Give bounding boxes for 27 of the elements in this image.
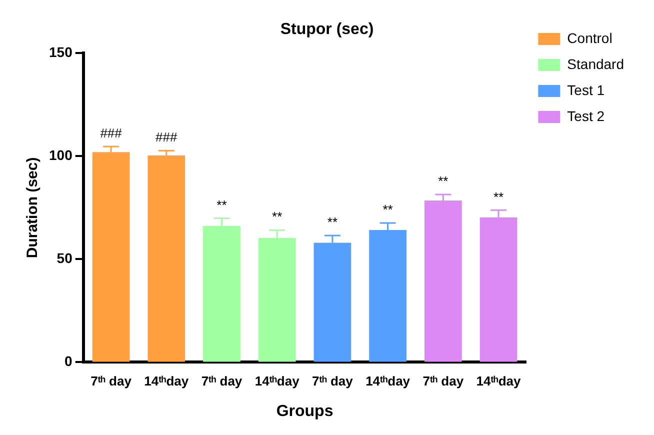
- data-label: **: [216, 197, 227, 212]
- data-label: **: [327, 214, 338, 230]
- legend-label: Test 2: [567, 108, 605, 124]
- x-axis-title: Groups: [276, 402, 334, 420]
- data-label: ###: [100, 126, 123, 141]
- data-label: **: [382, 202, 393, 218]
- data-label: **: [272, 209, 282, 224]
- x-tick-label: 14ᵗʰday: [366, 374, 411, 389]
- x-tick-label: 14ᵗʰday: [254, 374, 300, 389]
- legend-label: Standard: [567, 56, 624, 72]
- x-tick-label: 7ᵗʰ day: [201, 374, 243, 389]
- y-axis-title: Duration (sec): [24, 157, 42, 258]
- x-tick-label: 14ᵗʰday: [144, 374, 190, 389]
- data-label: **: [438, 174, 448, 189]
- y-tick-label: 100: [49, 147, 73, 164]
- x-tick-label: 7ᵗʰ day: [90, 374, 132, 389]
- x-tick-label: 7ᵗʰ day: [422, 374, 464, 389]
- y-tick-label: 150: [49, 44, 73, 60]
- chart-title: Stupor (sec): [280, 21, 374, 38]
- data-label: **: [493, 189, 504, 204]
- x-tick-label: 14ᵗʰday: [476, 374, 522, 389]
- y-tick-label: 50: [56, 250, 73, 266]
- legend-label: Test 1: [567, 82, 605, 98]
- y-tick-label: 0: [64, 353, 73, 370]
- legend-label: Control: [567, 30, 612, 46]
- data-label: ###: [156, 130, 178, 145]
- x-tick-label: 7ᵗʰ day: [312, 374, 354, 389]
